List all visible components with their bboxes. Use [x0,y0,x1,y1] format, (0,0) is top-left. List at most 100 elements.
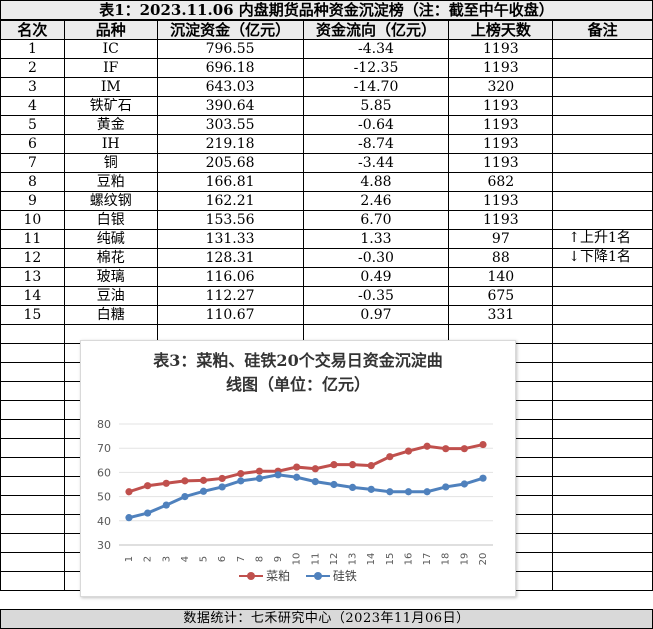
cell-flow: -0.64 [302,115,450,135]
cell-variety: 黄金 [63,115,158,135]
cell-capital: 166.81 [156,172,304,192]
x-tick-label: 9 [273,556,284,562]
table-row: 13 玻璃 116.06 0.49 140 [0,267,653,287]
cell-days: 140 [448,267,554,287]
cell-variety: 铜 [63,153,158,173]
y-tick-label: 50 [97,491,111,504]
data-point [144,482,152,490]
data-point [460,445,468,453]
cell-capital: 153.56 [156,210,304,230]
header-flow: 资金流向（亿元） [302,20,450,40]
x-tick-label: 7 [236,556,247,562]
cell-rank: 5 [0,115,65,135]
empty-cell [0,495,65,515]
cell-flow: 2.46 [302,191,450,211]
cell-note [552,77,653,97]
chart-title-line-2: 线图（单位：亿元） [225,375,370,394]
cell-rank: 7 [0,153,65,173]
cell-capital: 303.55 [156,115,304,135]
empty-cell [552,324,653,344]
cell-days: 331 [448,305,554,325]
data-point [330,480,338,489]
cell-note [552,267,653,287]
x-tick-label: 3 [161,556,172,562]
cell-days: 320 [448,77,554,97]
cell-days: 1193 [448,210,554,230]
line-chart: 表3：菜粕、硅铁20个交易日资金沉淀曲 线图（单位：亿元） 30 40 50 60 70… [80,340,516,597]
cell-days: 1193 [448,153,554,173]
data-point [442,445,450,453]
empty-cell [552,571,653,591]
cell-days: 682 [448,172,554,192]
header-variety: 品种 [63,20,158,40]
x-tick-label: 11 [310,553,321,566]
data-point [479,440,487,449]
empty-cell [552,533,653,553]
cell-days: 1193 [448,115,554,135]
empty-cell [0,381,65,401]
data-point [386,453,394,461]
table-row: 2 IF 696.18 -12.35 1193 [0,58,653,78]
x-tick-label: 12 [329,553,340,566]
cell-flow: -4.34 [302,39,450,59]
chart-legend: 菜粕 硅铁 [81,567,515,584]
cell-flow: -8.74 [302,134,450,154]
cell-note [552,305,653,325]
table-header-row: 名次 品种 沉淀资金（亿元） 资金流向（亿元） 上榜天数 备注 [0,20,653,40]
table-row: 12 棉花 128.31 -0.30 88 ↓下降1名 [0,248,653,268]
empty-cell [0,476,65,496]
cell-days: 1193 [448,96,554,116]
cell-rank: 2 [0,58,65,78]
x-tick-label: 13 [348,553,359,566]
cell-days: 1193 [448,191,554,211]
cell-days: 97 [448,229,554,249]
x-tick-label: 10 [292,553,303,566]
data-point [311,465,319,473]
table-row: 4 铁矿石 390.64 5.85 1193 [0,96,653,116]
cell-days: 88 [448,248,554,268]
x-tick-label: 16 [403,553,414,566]
cell-rank: 14 [0,286,65,306]
empty-cell [0,438,65,458]
cell-note [552,286,653,306]
x-tick-label: 5 [199,556,210,562]
data-point [181,477,189,485]
cell-note: ↓下降1名 [552,248,653,268]
cell-capital: 112.27 [156,286,304,306]
cell-capital: 643.03 [156,77,304,97]
cell-flow: 0.97 [302,305,450,325]
cell-flow: 0.49 [302,267,450,287]
legend-item-guitie: 硅铁 [305,567,357,584]
cell-variety: 螺纹钢 [63,191,158,211]
data-point [330,461,338,469]
cell-rank: 10 [0,210,65,230]
cell-days: 675 [448,286,554,306]
x-tick-label: 4 [180,556,191,562]
table-row: 9 螺纹钢 162.21 2.46 1193 [0,191,653,211]
cell-rank: 9 [0,191,65,211]
cell-flow: -0.35 [302,286,450,306]
cell-flow: 6.70 [302,210,450,230]
data-point [460,480,468,488]
empty-cell [552,343,653,363]
cell-variety: 纯碱 [63,229,158,249]
data-point [348,483,357,492]
data-point [386,488,394,496]
cell-capital: 696.18 [156,58,304,78]
table-row: 14 豆油 112.27 -0.35 675 [0,286,653,306]
x-tick-label: 8 [254,556,265,562]
cell-variety: IC [63,39,158,59]
empty-cell [552,438,653,458]
cell-variety: 白银 [63,210,158,230]
data-point [367,485,375,493]
cell-rank: 11 [0,229,65,249]
cell-rank: 15 [0,305,65,325]
table-row: 15 白糖 110.67 0.97 331 [0,305,653,325]
data-point [293,473,301,481]
cell-capital: 128.31 [156,248,304,268]
cell-note [552,153,653,173]
table-row: 5 黄金 303.55 -0.64 1193 [0,115,653,135]
data-point [404,447,413,455]
table-row: 6 IH 219.18 -8.74 1193 [0,134,653,154]
